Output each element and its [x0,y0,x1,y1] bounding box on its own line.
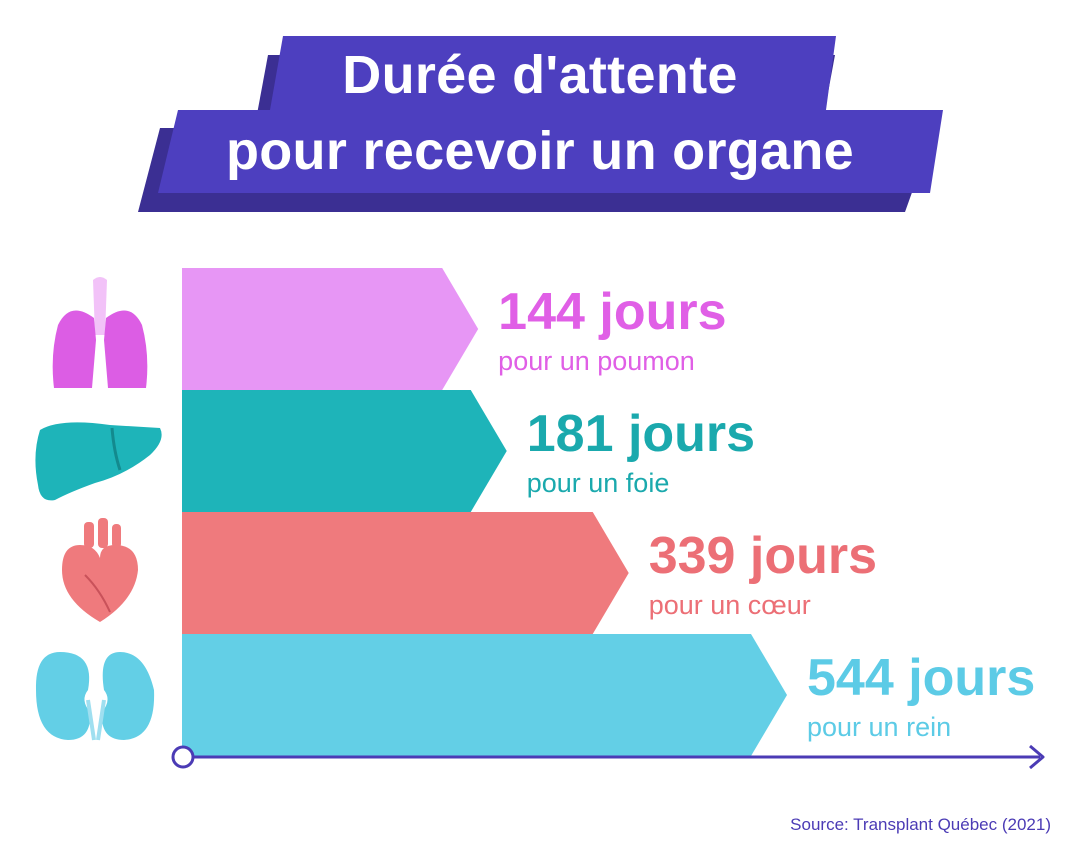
value-label-rein: 544 jours pour un rein [807,652,1035,741]
value-label-category: pour un poumon [498,346,695,376]
value-label-foie: 181 jours pour un foie [527,408,755,497]
x-axis-arrow [1029,744,1045,770]
source-note: Source: Transplant Québec (2021) [790,815,1051,834]
title-banner-top [270,36,836,110]
value-label-number: 181 jours [526,405,756,463]
value-label-number: 544 jours [807,649,1036,707]
heart-icon [62,518,138,622]
lungs-icon [52,277,148,388]
value-label-category: pour un rein [807,712,952,742]
value-label-number: 339 jours [648,527,878,585]
title-line-1: Durée d'attente [342,45,738,105]
liver-icon [35,422,162,501]
value-label-cœur: 339 jours pour un cœur [649,530,877,619]
value-label-number: 144 jours [498,283,727,341]
axis-origin [171,745,195,769]
title-line-2: pour recevoir un organe [225,121,855,181]
kidneys-icon [35,652,155,741]
value-label-category: pour un foie [526,468,670,498]
title-banner-bottom [158,110,943,193]
title-banner [138,36,943,212]
bar-rein [181,634,787,756]
value-label-category: pour un cœur [648,590,811,620]
bar-poumon [181,268,479,390]
bar-foie [181,390,507,512]
bar-cœur [181,512,629,634]
value-label-poumon: 144 jours pour un poumon [498,286,726,375]
chart-area [35,268,1045,770]
